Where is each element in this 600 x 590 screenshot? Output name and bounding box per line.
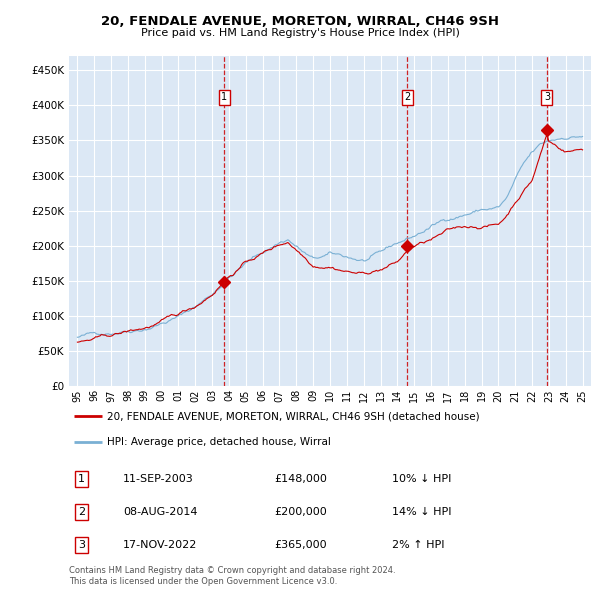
Text: Contains HM Land Registry data © Crown copyright and database right 2024.: Contains HM Land Registry data © Crown c… bbox=[69, 566, 395, 575]
Text: 1: 1 bbox=[221, 93, 227, 102]
Text: 17-NOV-2022: 17-NOV-2022 bbox=[123, 540, 197, 550]
Text: £200,000: £200,000 bbox=[274, 507, 327, 517]
Text: 10% ↓ HPI: 10% ↓ HPI bbox=[392, 474, 452, 484]
Text: 3: 3 bbox=[544, 93, 550, 102]
Text: 20, FENDALE AVENUE, MORETON, WIRRAL, CH46 9SH (detached house): 20, FENDALE AVENUE, MORETON, WIRRAL, CH4… bbox=[107, 411, 480, 421]
Text: 20, FENDALE AVENUE, MORETON, WIRRAL, CH46 9SH: 20, FENDALE AVENUE, MORETON, WIRRAL, CH4… bbox=[101, 15, 499, 28]
Text: £365,000: £365,000 bbox=[274, 540, 327, 550]
Text: 2: 2 bbox=[404, 93, 410, 102]
Text: 2: 2 bbox=[78, 507, 85, 517]
Text: 2% ↑ HPI: 2% ↑ HPI bbox=[392, 540, 445, 550]
Text: 14% ↓ HPI: 14% ↓ HPI bbox=[392, 507, 452, 517]
Text: Price paid vs. HM Land Registry's House Price Index (HPI): Price paid vs. HM Land Registry's House … bbox=[140, 28, 460, 38]
Text: £148,000: £148,000 bbox=[274, 474, 327, 484]
Text: 3: 3 bbox=[79, 540, 85, 550]
Text: HPI: Average price, detached house, Wirral: HPI: Average price, detached house, Wirr… bbox=[107, 437, 331, 447]
Text: 11-SEP-2003: 11-SEP-2003 bbox=[123, 474, 194, 484]
Text: 08-AUG-2014: 08-AUG-2014 bbox=[123, 507, 197, 517]
Text: This data is licensed under the Open Government Licence v3.0.: This data is licensed under the Open Gov… bbox=[69, 577, 337, 586]
Text: 1: 1 bbox=[79, 474, 85, 484]
